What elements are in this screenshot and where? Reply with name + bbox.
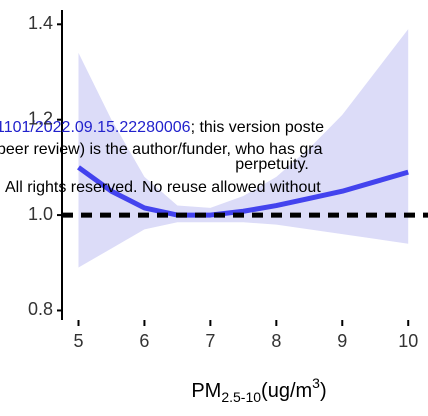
watermark-line: peer review) is the author/funder, who h… (0, 141, 323, 158)
x-tick-label: 10 (398, 331, 418, 351)
x-tick-label: 8 (271, 331, 281, 351)
watermark-link: 1101/2022.09.15.22280006 (0, 119, 191, 136)
watermark: 1101/2022.09.15.22280006; this version p… (0, 119, 324, 196)
y-tick-label: 1.2 (28, 108, 53, 128)
x-tick-label: 9 (337, 331, 347, 351)
x-axis-label: PM2.5-10(ug/m3) (191, 375, 326, 405)
x-label-part: (ug/m (261, 380, 312, 402)
x-tick-label: 6 (139, 331, 149, 351)
watermark-line: All rights reserved. No reuse allowed wi… (5, 179, 321, 196)
y-tick-label: 1.0 (28, 204, 53, 224)
x-label-part: 2.5-10 (221, 389, 261, 405)
y-tick-label: 1.4 (28, 13, 53, 33)
line (77, 165, 409, 218)
x-label-part: 3 (312, 375, 320, 391)
x-tick-label: 7 (205, 331, 215, 351)
watermark-text: ; this version poste (191, 119, 325, 136)
plot: 5 6 7 8 9 10 (57, 10, 428, 351)
x-label-part: ) (320, 380, 327, 402)
x-tick-label: 5 (73, 331, 83, 351)
x-label-part: PM (191, 380, 221, 402)
y-tick-label: 0.8 (28, 299, 53, 319)
watermark-line: 1101/2022.09.15.22280006; this version p… (0, 119, 324, 136)
confidence-band (78, 29, 409, 268)
watermark-line: perpetuity. (235, 156, 309, 173)
